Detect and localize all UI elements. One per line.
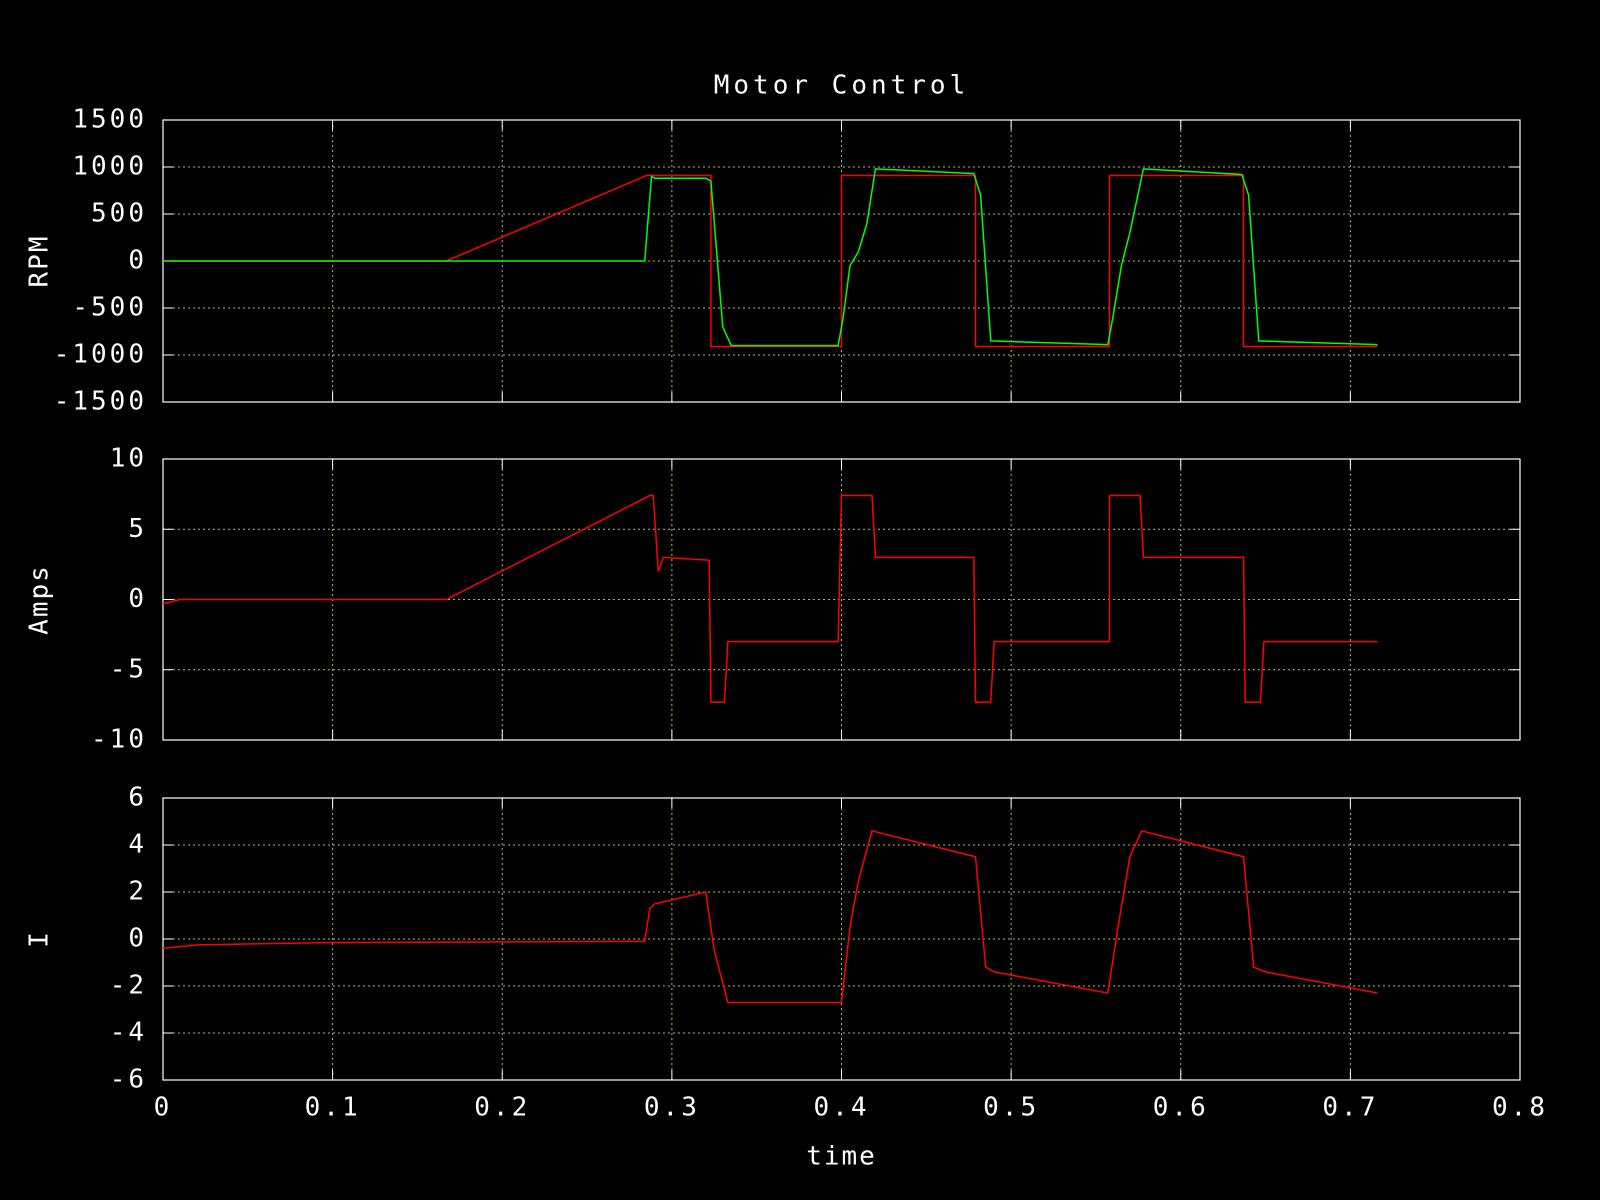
series-line (162, 829, 1378, 1004)
y-tick-label: -500 (72, 293, 147, 323)
y-tick-label: -1500 (54, 387, 147, 417)
y-tick-label: -4 (110, 1018, 147, 1048)
x-tick-label: 0.5 (983, 1093, 1039, 1123)
y-axis-label: RPM (25, 235, 55, 288)
x-tick-label: 0.4 (814, 1093, 870, 1123)
y-axis-label: Amps (25, 564, 55, 635)
y-tick-label: -1000 (54, 340, 147, 370)
x-axis-label: time (806, 1142, 877, 1172)
plot-frame (162, 797, 1521, 1081)
x-tick-label: 0.2 (474, 1093, 530, 1123)
y-tick-label: 10 (110, 444, 147, 474)
chart-title: Motor Control (714, 71, 970, 101)
y-tick-label: 6 (128, 783, 147, 813)
x-tick-label: 0.3 (644, 1093, 700, 1123)
y-tick-label: 1000 (72, 152, 147, 182)
series-line (163, 174, 1378, 348)
y-axis-label: I (25, 930, 55, 948)
series-line (162, 494, 1378, 703)
x-tick-label: 0.8 (1492, 1093, 1548, 1123)
plot-frame (162, 458, 1521, 741)
x-tick-label: 0 (154, 1093, 173, 1123)
y-tick-label: -10 (91, 725, 147, 755)
y-tick-label: 0 (128, 924, 147, 954)
y-tick-label: 5 (128, 514, 147, 544)
y-tick-label: -6 (110, 1065, 147, 1095)
y-tick-label: 500 (91, 199, 147, 229)
y-tick-label: 4 (128, 830, 147, 860)
y-tick-label: -5 (110, 654, 147, 684)
y-tick-label: -2 (110, 971, 147, 1001)
y-tick-label: 1500 (72, 105, 147, 135)
y-tick-label: 0 (128, 246, 147, 276)
y-tick-label: 0 (128, 584, 147, 614)
series-line (163, 168, 1378, 347)
x-tick-label: 0.1 (305, 1093, 361, 1123)
y-tick-label: 2 (128, 877, 147, 907)
x-tick-label: 0.7 (1322, 1093, 1378, 1123)
x-tick-label: 0.6 (1153, 1093, 1209, 1123)
